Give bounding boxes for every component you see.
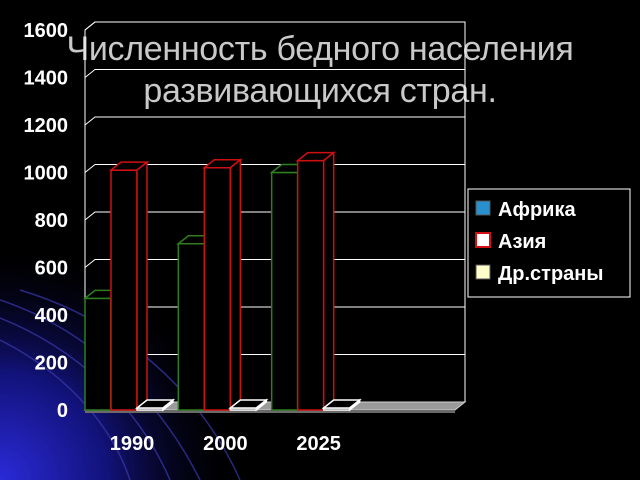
legend-swatch [475, 200, 491, 216]
bar-3-2000 [228, 398, 269, 412]
bar-2-2000 [202, 158, 243, 412]
legend-label: Азия [498, 231, 546, 253]
bar-side [348, 398, 361, 412]
gridline [84, 116, 465, 126]
y-axis-tick-labels: 0 200 400 600 800 1000 1200 1400 1600 [24, 20, 69, 422]
y-tick-label: 600 [35, 258, 68, 280]
bar-2-2025 [295, 151, 336, 412]
bar-3-2025 [321, 398, 362, 412]
legend-entry: Азия [475, 231, 546, 253]
gridline [84, 69, 465, 78]
x-category-label: 1990 [110, 433, 155, 455]
bar-front [177, 243, 206, 411]
chart-legend: Африка Азия Др.страны [467, 188, 631, 298]
gridline [84, 259, 465, 268]
bar-front [110, 169, 138, 411]
bar-side [229, 158, 242, 412]
gridline [84, 21, 465, 31]
bar-front [84, 297, 112, 411]
legend-entry: Др.страны [475, 263, 603, 285]
y-tick-label: 1600 [24, 20, 69, 42]
legend-box [467, 188, 631, 298]
bar-front [296, 159, 325, 411]
y-tick-label: 1400 [24, 68, 69, 90]
legend-label: Африка [498, 199, 576, 221]
y-tick-label: 1200 [24, 115, 69, 137]
bar-side [136, 160, 148, 412]
x-axis-category-labels: 1990 2000 2025 [110, 433, 341, 455]
y-tick-label: 800 [35, 210, 68, 232]
legend-swatch [475, 264, 491, 280]
bar-side [162, 398, 174, 412]
y-tick-label: 200 [35, 353, 68, 375]
bar-2-1990 [108, 160, 150, 412]
legend-swatch [475, 232, 491, 248]
x-category-label: 2025 [296, 433, 341, 455]
y-tick-label: 0 [57, 400, 68, 422]
slide-title-line-1: Численность бедного населения [66, 30, 574, 68]
slide-title-line-2: развивающихся стран. [143, 72, 497, 110]
y-tick-label: 400 [35, 305, 68, 327]
chart-floor-edge [85, 410, 455, 413]
gridline [84, 164, 465, 173]
bar-front [203, 167, 232, 411]
legend-label: Др.страны [498, 263, 603, 285]
y-tick-label: 1000 [24, 163, 69, 185]
gridline [84, 211, 465, 221]
slide-title: Численность бедного населения развивающи… [40, 28, 600, 112]
chart-bars [82, 151, 362, 412]
bar-front [270, 171, 299, 411]
bar-side [255, 398, 268, 412]
legend-entry: Африка [475, 199, 576, 221]
bar-side [322, 151, 335, 412]
bar-3-1990 [134, 398, 176, 412]
x-category-label: 2000 [203, 433, 248, 455]
